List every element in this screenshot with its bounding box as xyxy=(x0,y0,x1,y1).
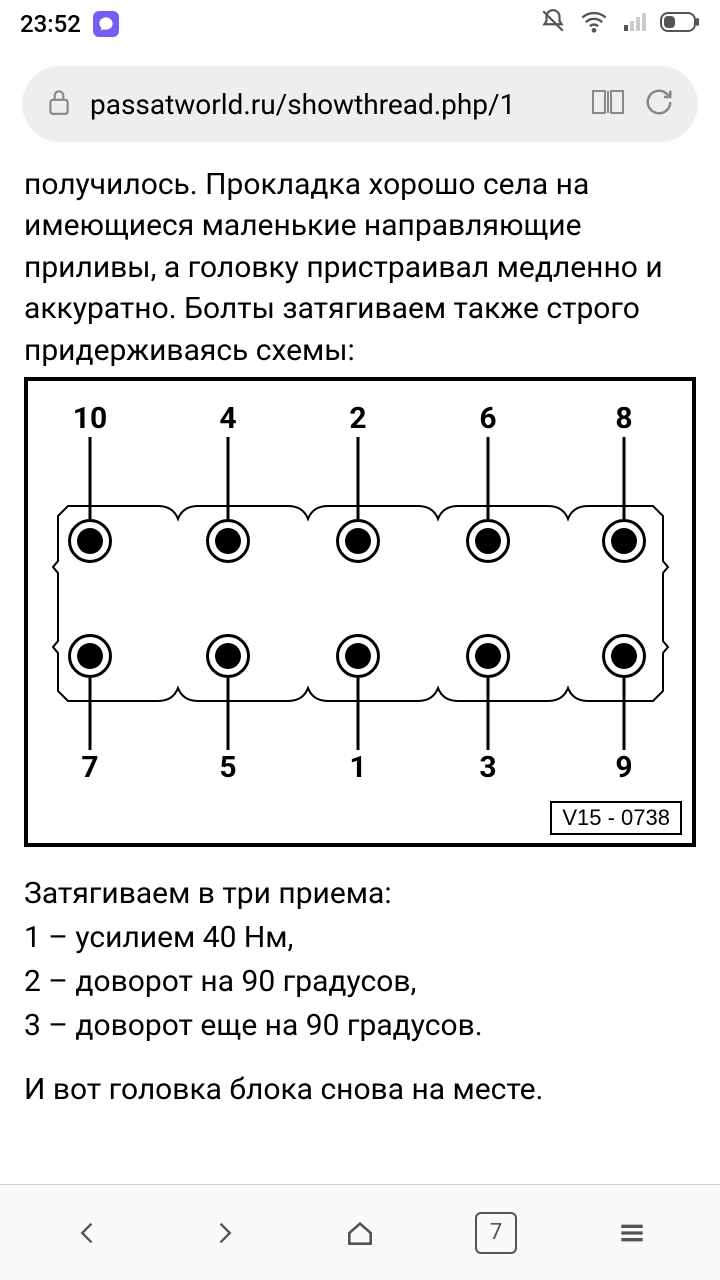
bolt-8: 8 xyxy=(602,519,646,563)
url-text: passatworld.ru/showthread.php/1 xyxy=(90,88,572,121)
bolt-7: 7 xyxy=(68,634,112,678)
bolt-3: 3 xyxy=(466,634,510,678)
bolt-label: 4 xyxy=(219,401,236,436)
mute-icon xyxy=(540,8,566,40)
bolt-label: 5 xyxy=(219,750,236,785)
wifi-icon xyxy=(580,7,608,41)
torque-heading: Затягиваем в три приема: xyxy=(24,873,696,915)
bolt-label: 10 xyxy=(73,401,107,436)
reader-mode-icon[interactable] xyxy=(590,87,626,121)
bolt-5: 5 xyxy=(206,634,250,678)
bolt-diagram: V15 - 0738 10 4 2 6 8 7 5 1 3 9 xyxy=(24,377,696,847)
bolt-2: 2 xyxy=(336,519,380,563)
forward-button[interactable] xyxy=(194,1203,254,1263)
tabs-button[interactable]: 7 xyxy=(466,1203,526,1263)
bolt-4: 4 xyxy=(206,519,250,563)
bolt-6: 6 xyxy=(466,519,510,563)
closing-line: И вот головка блока снова на месте. xyxy=(24,1069,696,1111)
viber-icon xyxy=(93,11,119,37)
bolt-label: 1 xyxy=(349,750,366,785)
battery-icon xyxy=(660,10,700,38)
home-button[interactable] xyxy=(330,1203,390,1263)
torque-step-3: 3 – доворот еще на 90 градусов. xyxy=(24,1005,696,1047)
bolt-1: 1 xyxy=(336,634,380,678)
paragraph-1: получилось. Прокладка хорошо села на име… xyxy=(24,164,696,371)
back-button[interactable] xyxy=(58,1203,118,1263)
status-bar: 23:52 xyxy=(0,0,720,48)
torque-step-1: 1 – усилием 40 Нм, xyxy=(24,917,696,959)
bolt-label: 9 xyxy=(615,750,632,785)
bolt-9: 9 xyxy=(602,634,646,678)
bolt-10: 10 xyxy=(68,519,112,563)
bolt-label: 2 xyxy=(349,401,366,436)
article-content: получилось. Прокладка хорошо села на име… xyxy=(0,154,720,371)
torque-instructions: Затягиваем в три приема: 1 – усилием 40 … xyxy=(0,865,720,1111)
menu-button[interactable] xyxy=(602,1203,662,1263)
lock-icon xyxy=(46,87,72,121)
bolt-label: 7 xyxy=(81,750,98,785)
reload-icon[interactable] xyxy=(644,87,674,121)
diagram-code: V15 - 0738 xyxy=(550,801,682,835)
bolt-label: 6 xyxy=(479,401,496,436)
status-time: 23:52 xyxy=(20,10,81,38)
browser-nav-bar: 7 xyxy=(0,1184,720,1280)
torque-step-2: 2 – доворот на 90 градусов, xyxy=(24,961,696,1003)
signal-icon xyxy=(622,9,646,39)
tab-count: 7 xyxy=(475,1212,517,1254)
url-bar[interactable]: passatworld.ru/showthread.php/1 xyxy=(22,66,698,142)
bolt-label: 3 xyxy=(479,750,496,785)
bolt-label: 8 xyxy=(615,401,632,436)
